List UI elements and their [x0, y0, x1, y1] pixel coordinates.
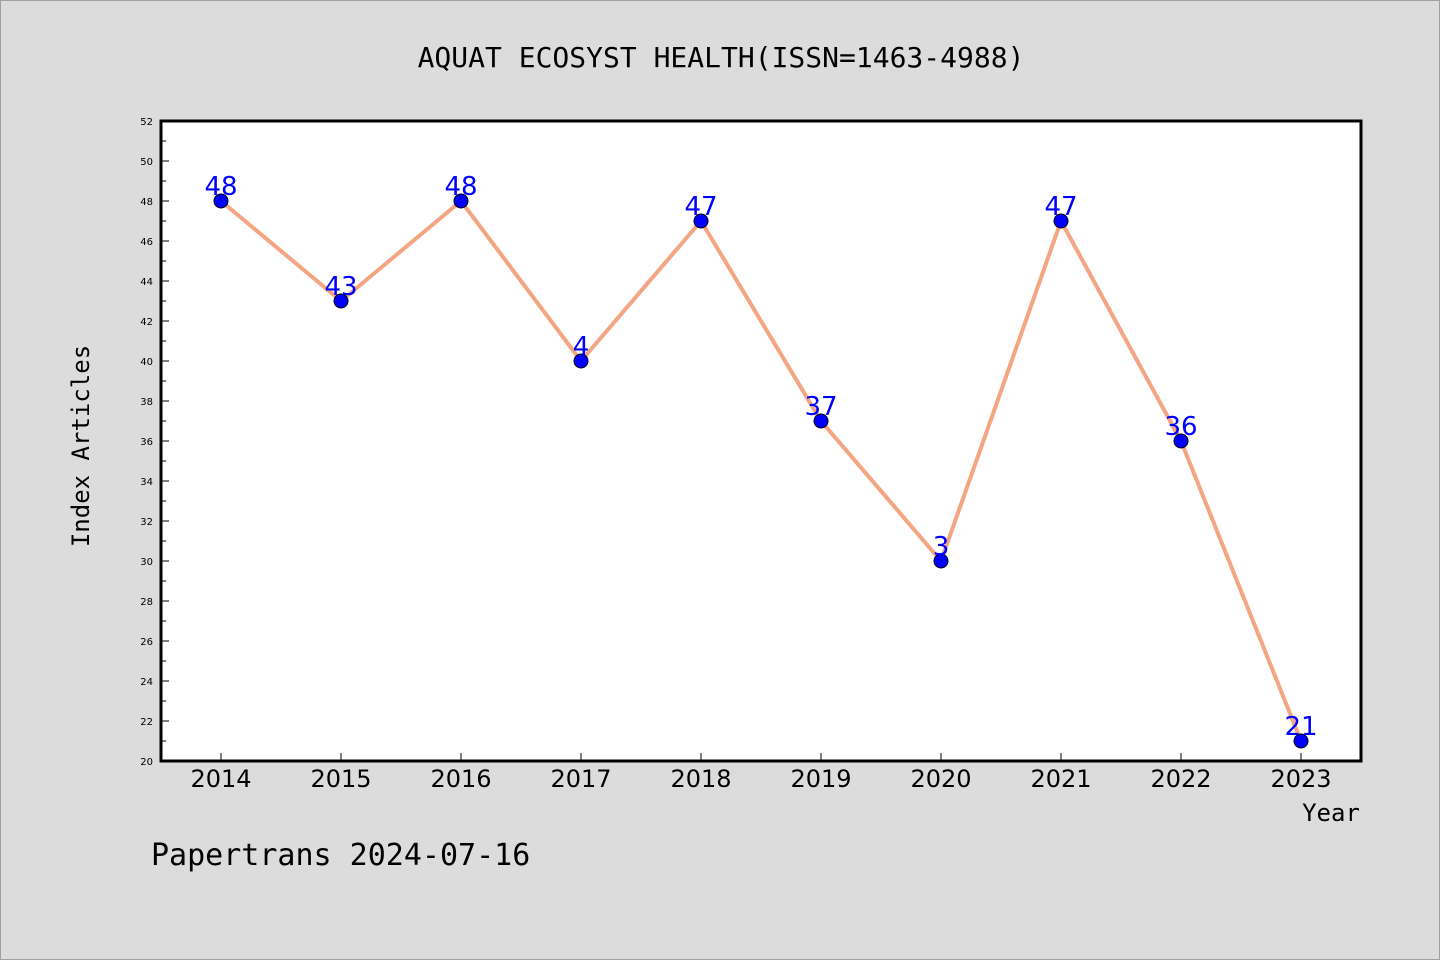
series-line: [219, 199, 1303, 743]
data-point: [1173, 433, 1189, 449]
y-tick-label: 30: [140, 557, 153, 568]
y-tick-label: 52: [140, 117, 153, 128]
y-axis: 20 22 24 26 28 30 32 34 36 38 40 42 44 46 48 50 52: [140, 117, 169, 768]
data-label: 4: [573, 332, 590, 362]
data-label: 21: [1284, 712, 1317, 742]
data-point: [1053, 213, 1069, 229]
x-tick-label: 2022: [1150, 765, 1211, 793]
y-tick-label: 48: [140, 197, 153, 208]
x-tick-label: 2015: [310, 765, 371, 793]
data-labels: 48 43 48 4 47 37 3 47 36 21: [204, 172, 1317, 742]
x-tick-label: 2023: [1270, 765, 1331, 793]
y-axis-label: Index Articles: [67, 345, 95, 547]
x-axis-label: Year: [1302, 799, 1360, 827]
chart-title: AQUAT ECOSYST HEALTH(ISSN=1463-4988): [418, 41, 1025, 74]
data-point: [333, 293, 349, 309]
data-point: [693, 213, 709, 229]
y-tick-label: 32: [140, 517, 153, 528]
x-tick-label: 2021: [1030, 765, 1091, 793]
x-axis: 2014 2015 2016 2017 2018 2019 2020 2021 2022 2023: [190, 753, 1332, 793]
x-tick-label: 2017: [550, 765, 611, 793]
y-tick-label: 42: [140, 317, 153, 328]
data-point: [453, 193, 469, 209]
data-point: [1293, 733, 1309, 749]
y-tick-label: 34: [140, 477, 153, 488]
x-tick-label: 2014: [190, 765, 251, 793]
data-label: 37: [804, 392, 837, 422]
x-tick-label: 2019: [790, 765, 851, 793]
x-tick-label: 2018: [670, 765, 731, 793]
y-tick-label: 28: [140, 597, 153, 608]
data-point: [813, 413, 829, 429]
data-label: 36: [1164, 412, 1197, 442]
y-tick-label: 22: [140, 717, 153, 728]
y-tick-label: 20: [140, 757, 153, 768]
data-label: 3: [933, 532, 950, 562]
data-point: [933, 553, 949, 569]
y-tick-label: 26: [140, 637, 153, 648]
series-markers: [213, 193, 1309, 749]
y-tick-label: 40: [140, 357, 153, 368]
data-label: 48: [204, 172, 237, 202]
data-label: 47: [684, 192, 717, 222]
y-tick-label: 46: [140, 237, 153, 248]
data-label: 48: [444, 172, 477, 202]
plot-area: [159, 119, 1363, 763]
data-label: 43: [324, 272, 357, 302]
data-point: [573, 353, 589, 369]
y-tick-label: 44: [140, 277, 153, 288]
footer-text: Papertrans 2024-07-16: [151, 838, 530, 873]
data-point: [213, 193, 229, 209]
x-tick-label: 2016: [430, 765, 491, 793]
y-tick-label: 36: [140, 437, 153, 448]
y-tick-label: 50: [140, 157, 153, 168]
y-tick-label: 38: [140, 397, 153, 408]
x-tick-label: 2020: [910, 765, 971, 793]
y-tick-label: 24: [140, 677, 153, 688]
data-label: 47: [1044, 192, 1077, 222]
